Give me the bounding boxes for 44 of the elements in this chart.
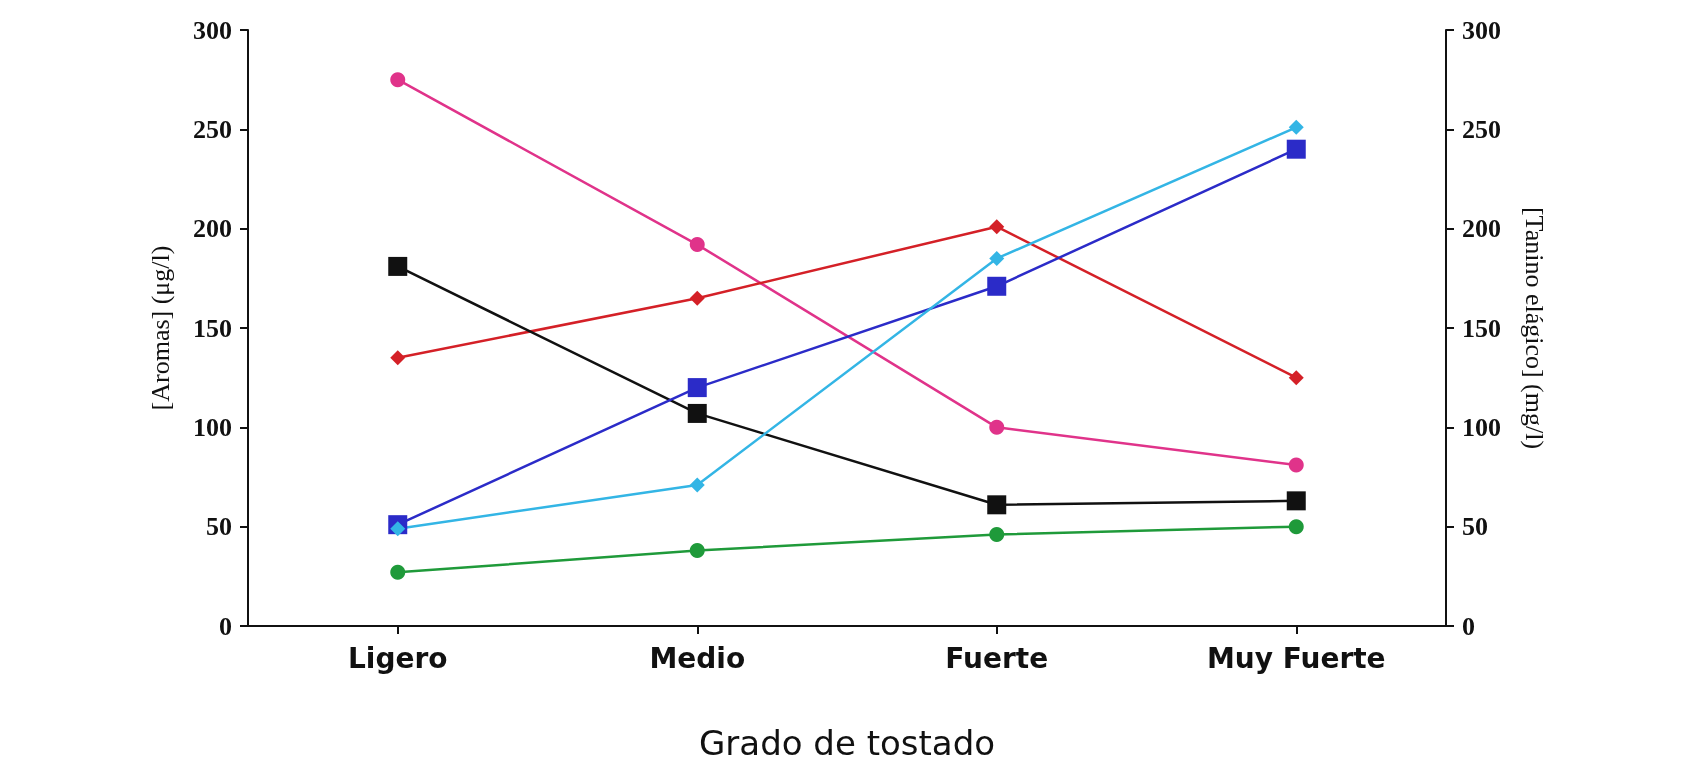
y2-tick-label: 0 xyxy=(1462,611,1475,641)
point xyxy=(388,256,408,276)
y2-tick-label: 50 xyxy=(1462,512,1488,542)
point xyxy=(989,219,1005,235)
y-tick-label: 50 xyxy=(206,512,232,542)
point xyxy=(987,276,1007,296)
point xyxy=(689,543,705,558)
point xyxy=(687,378,707,398)
y-tick-label: 300 xyxy=(193,15,232,45)
point xyxy=(390,72,406,88)
y-tick-label: 200 xyxy=(193,214,232,244)
point xyxy=(1288,457,1304,473)
y-tick-label: 250 xyxy=(193,114,232,144)
point xyxy=(987,495,1007,515)
x-tick-label: Ligero xyxy=(347,641,448,675)
point xyxy=(689,290,705,306)
y2-tick-label: 250 xyxy=(1462,114,1501,144)
x-tick-label: Muy Fuerte xyxy=(1206,641,1386,675)
x-tick-label: Medio xyxy=(649,641,746,675)
point xyxy=(989,250,1005,266)
y-axis-title: [Aromas] (μg/l) xyxy=(145,245,175,411)
point xyxy=(689,237,705,253)
x-axis-title: Grado de tostado xyxy=(698,723,996,763)
point xyxy=(989,419,1005,435)
y2-tick-label: 100 xyxy=(1462,412,1501,442)
point xyxy=(1288,119,1304,135)
y2-tick-label: 300 xyxy=(1462,15,1501,45)
point xyxy=(390,564,406,580)
point xyxy=(689,477,705,493)
point xyxy=(1288,519,1304,535)
point xyxy=(989,527,1005,543)
point xyxy=(1288,370,1304,386)
y-tick-label: 0 xyxy=(219,611,232,641)
y2-tick-label: 200 xyxy=(1462,214,1501,244)
y2-axis-title: [Tanino elágico] (mg/l) xyxy=(1519,206,1549,450)
y-tick-label: 150 xyxy=(193,313,232,343)
y2-tick-label: 150 xyxy=(1462,313,1501,343)
point xyxy=(390,521,406,537)
point xyxy=(390,350,406,366)
point xyxy=(687,403,707,423)
x-tick-label: Fuerte xyxy=(945,641,1049,675)
y-tick-label: 100 xyxy=(193,412,232,442)
point xyxy=(1286,491,1306,511)
point xyxy=(1286,139,1306,159)
